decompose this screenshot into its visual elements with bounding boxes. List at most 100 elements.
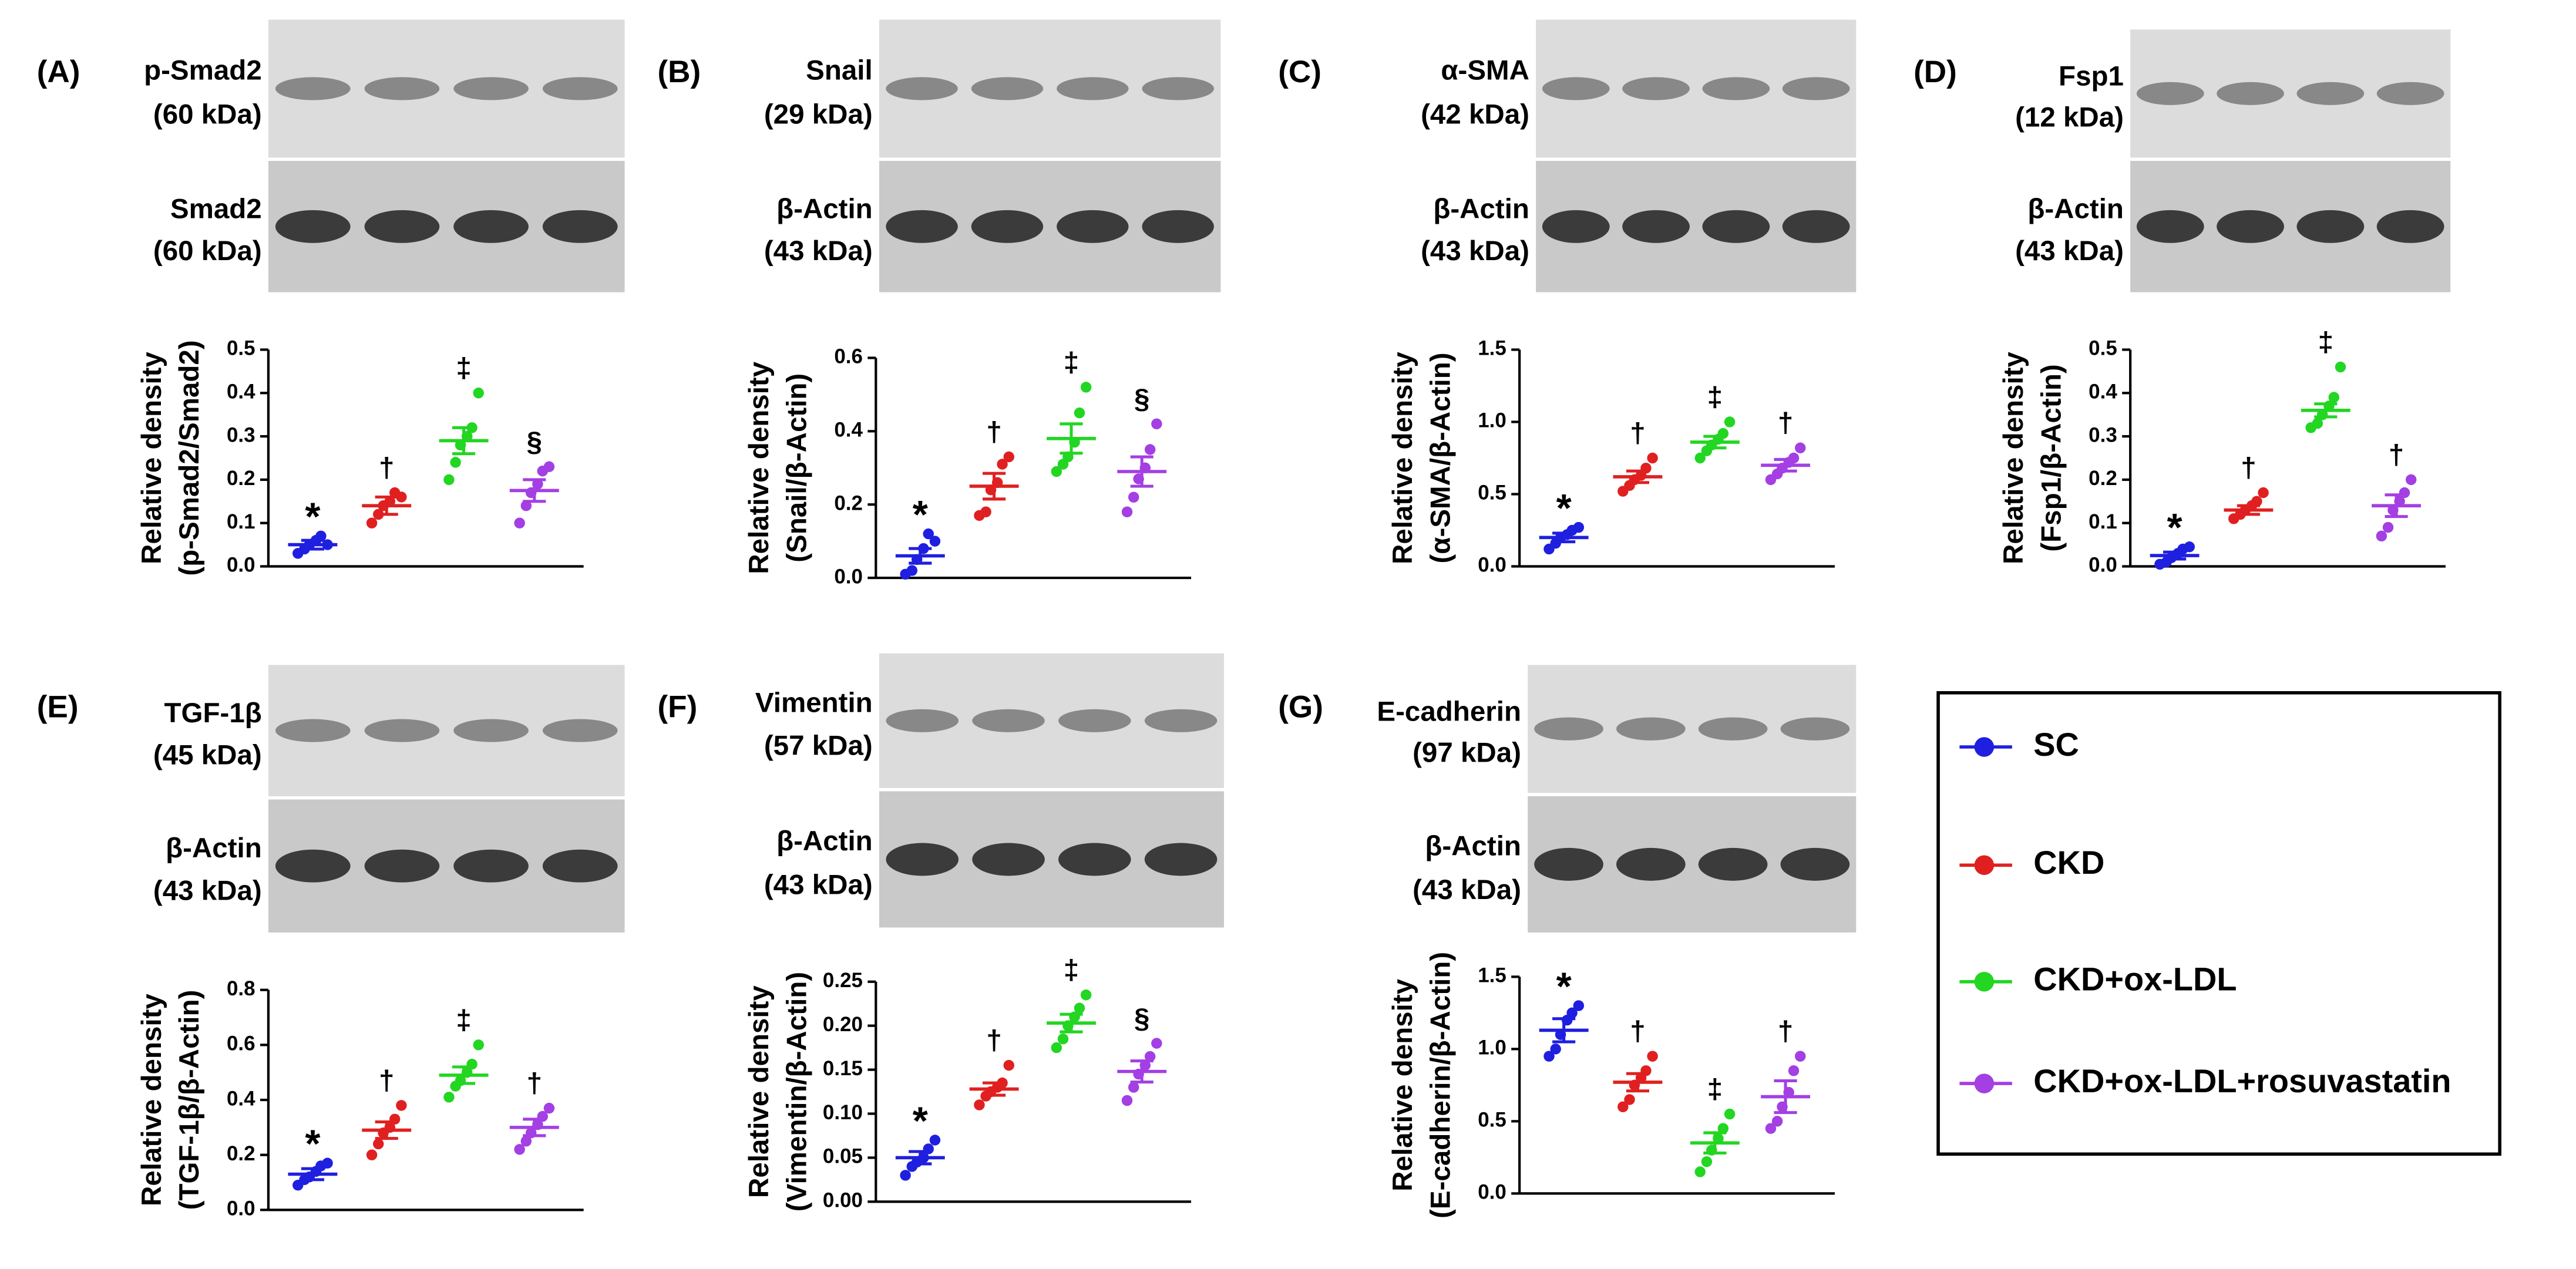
legend-marker (1974, 971, 1995, 992)
blot-band (275, 210, 351, 243)
data-point (520, 500, 532, 511)
data-point (1724, 416, 1736, 428)
blot-size: (12 kDa) (2015, 102, 2124, 133)
significance-marker: ‡ (1707, 382, 1723, 413)
y-axis-label: (Vimentin/β-Actin) (781, 972, 812, 1211)
panel-label: (D) (1913, 55, 1957, 89)
y-tick-label: 0.3 (227, 423, 255, 446)
data-point (1080, 382, 1092, 393)
significance-marker: * (913, 1099, 929, 1143)
blot-size: (43 kDa) (2015, 235, 2124, 267)
y-tick-label: 0.4 (227, 381, 255, 403)
data-point (1765, 1123, 1777, 1134)
y-tick-label: 0.2 (227, 1142, 255, 1165)
y-axis-label: (α-SMA/β-Actin) (1425, 352, 1456, 563)
blot-band (542, 719, 618, 742)
data-point (514, 1144, 525, 1155)
error-bar (2385, 493, 2408, 519)
blot-band (1534, 847, 1603, 881)
data-point (1694, 452, 1706, 464)
panel-label: (C) (1278, 55, 1321, 89)
blot-band (1702, 77, 1770, 100)
blot-image (1536, 19, 1857, 158)
data-point (1573, 1000, 1585, 1011)
y-tick-label: 0.2 (2089, 467, 2117, 490)
blot-band (275, 849, 351, 883)
blot-band (1782, 77, 1850, 100)
blot-size: (42 kDa) (1421, 99, 1529, 130)
blot-band (275, 719, 351, 742)
data-point (1573, 521, 1585, 533)
y-tick-label: 1.5 (1478, 964, 1506, 987)
significance-marker: ‡ (1064, 347, 1079, 378)
blot-band (364, 210, 440, 243)
error-bar (2237, 504, 2260, 516)
significance-marker: ‡ (2318, 326, 2333, 358)
error-bar (983, 1081, 1006, 1097)
blot-label: α-SMA (1441, 55, 1529, 86)
y-tick-label: 1.0 (1478, 409, 1506, 432)
blot-image (879, 653, 1224, 788)
blot-band (1622, 77, 1690, 100)
y-tick-label: 0.5 (2089, 337, 2117, 360)
blot-image (879, 19, 1221, 158)
error-bar (1130, 455, 1154, 488)
legend-box (1936, 691, 2501, 1156)
blot-size: (57 kDa) (764, 731, 873, 762)
data-point (1144, 444, 1156, 455)
error-bar (1703, 1131, 1727, 1155)
significance-marker: § (527, 426, 542, 457)
blot-size: (45 kDa) (153, 739, 262, 770)
data-point (1003, 451, 1014, 463)
blot-band (886, 210, 958, 243)
blot-band (1144, 709, 1218, 732)
y-tick-label: 0.0 (834, 565, 863, 588)
significance-marker: § (1134, 1003, 1149, 1034)
blot-band (1542, 210, 1610, 243)
data-point (1724, 1108, 1736, 1120)
data-point (450, 457, 461, 468)
error-bar (983, 472, 1006, 501)
data-point (906, 565, 918, 576)
blot-band (1702, 210, 1770, 243)
significance-marker: † (986, 416, 1001, 447)
data-point (2258, 487, 2269, 499)
blot-band (886, 843, 959, 876)
y-tick-label: 0.2 (227, 467, 255, 490)
data-point (1795, 442, 1806, 453)
blot-band (1698, 847, 1768, 881)
error-bar (1774, 457, 1797, 473)
y-tick-label: 0.15 (823, 1057, 863, 1080)
significance-marker: * (2167, 506, 2183, 550)
error-bar (452, 426, 476, 456)
panel-label: (A) (37, 55, 80, 89)
blot-band (453, 719, 529, 742)
blot-band (2296, 210, 2365, 243)
data-point (322, 1157, 333, 1169)
data-point (2184, 541, 2195, 553)
legend-label: CKD+ox-LDL (2033, 961, 2237, 998)
blot-band (1534, 717, 1603, 740)
data-point (1647, 452, 1658, 464)
error-bar (1552, 531, 1576, 544)
data-point (1074, 407, 1085, 419)
blot-band (2217, 82, 2284, 105)
data-point (1003, 1059, 1014, 1071)
blot-band (453, 849, 529, 883)
y-tick-label: 0.25 (823, 969, 863, 992)
significance-marker: † (2389, 439, 2404, 470)
significance-marker: † (379, 452, 394, 483)
error-bar (2163, 550, 2187, 561)
blot-label: β-Actin (776, 826, 873, 857)
significance-marker: * (305, 495, 321, 539)
legend-marker (1974, 737, 1995, 757)
blot-label: p-Smad2 (144, 55, 262, 86)
blot-label: Vimentin (755, 687, 873, 718)
blot-band (1058, 843, 1131, 876)
blot-size: (60 kDa) (153, 99, 262, 130)
data-point (997, 459, 1008, 470)
y-tick-label: 0.05 (823, 1145, 863, 1168)
blot-band (1058, 709, 1131, 732)
y-tick-label: 1.5 (1478, 337, 1506, 360)
y-axis-label: Relative density (744, 985, 775, 1198)
